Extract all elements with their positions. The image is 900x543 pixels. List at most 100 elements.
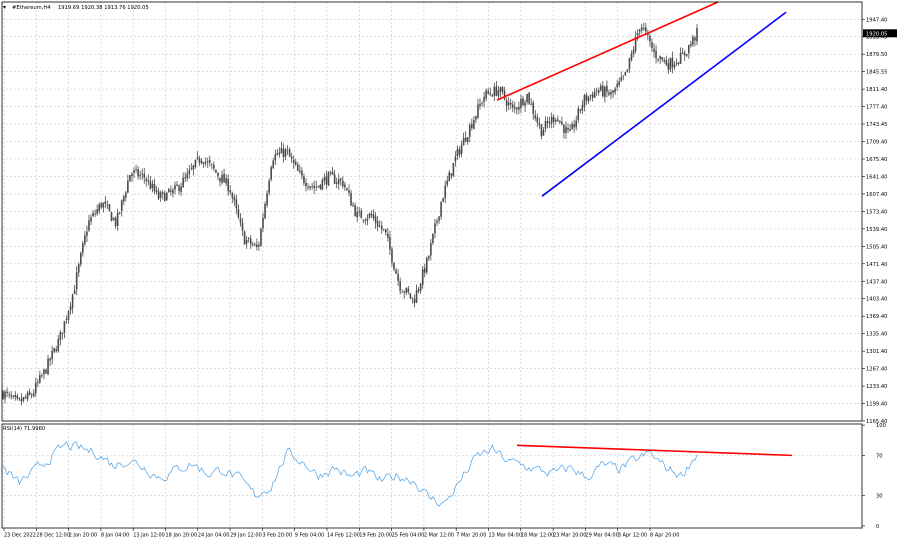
candle-body: [270, 167, 272, 180]
candle-body: [227, 179, 229, 192]
rsi-label: RSI(14) 71.9960: [3, 426, 45, 432]
candle-body: [360, 210, 363, 219]
candle-body: [688, 45, 690, 54]
candle-body: [421, 269, 424, 285]
candle-body: [303, 176, 305, 184]
candle-body: [69, 306, 72, 311]
time-tick-label: 7 Mar 20:00: [456, 533, 486, 539]
candle-body: [24, 397, 27, 398]
candle-body: [559, 120, 561, 123]
candle-body: [278, 152, 281, 155]
candle-body: [692, 36, 694, 45]
rsi-series: [2, 440, 698, 507]
candle-body: [141, 173, 144, 175]
candle-body: [649, 35, 651, 42]
candle-body: [153, 183, 156, 192]
candle-body: [458, 149, 461, 155]
candle-body: [350, 192, 352, 206]
candle-body: [587, 96, 590, 102]
candle-body: [597, 90, 600, 93]
candle-body: [90, 217, 92, 222]
candle-body: [39, 375, 41, 383]
candle-body: [174, 185, 176, 190]
candle-body: [577, 108, 580, 121]
candle-body: [151, 183, 154, 188]
candle-body: [440, 202, 442, 217]
candle-body: [581, 105, 584, 111]
candle-body: [143, 173, 146, 178]
price-tick-label: 1437.40: [866, 279, 887, 285]
dropdown-arrow-icon[interactable]: ▾: [3, 4, 6, 11]
candle-body: [642, 28, 645, 29]
candle-body: [671, 57, 674, 68]
candle-body: [333, 174, 336, 184]
candle-body: [428, 255, 430, 259]
candle-body: [657, 59, 659, 61]
candle-body: [8, 393, 10, 395]
candle-body: [434, 223, 436, 234]
candle-body: [51, 351, 53, 360]
candle-body: [176, 184, 178, 186]
candle-body: [110, 212, 113, 222]
candle-body: [520, 98, 522, 109]
candle-body: [542, 130, 545, 136]
price-tick-label: 1403.40: [866, 297, 887, 303]
candle-body: [610, 91, 612, 95]
time-tick-label: 25 Feb 04:00: [392, 533, 425, 539]
candle-body: [540, 124, 543, 137]
candle-body: [464, 137, 467, 142]
candle-body: [229, 190, 232, 193]
candle-body: [477, 104, 479, 118]
candle-body: [391, 248, 393, 263]
candle-body: [163, 193, 166, 202]
price-tick-label: 1675.40: [866, 157, 887, 163]
candle-body: [659, 55, 661, 59]
candle-body: [57, 339, 60, 352]
candle-body: [112, 218, 115, 220]
candle-body: [380, 225, 383, 230]
candle-body: [208, 159, 211, 163]
candle-body: [139, 174, 141, 176]
candle-body: [323, 177, 326, 181]
candle-body: [675, 63, 678, 65]
candle-body: [96, 209, 98, 214]
candle-body: [405, 288, 408, 293]
candle-body: [589, 95, 592, 96]
candle-body: [92, 212, 94, 216]
candle-body: [219, 177, 221, 182]
candle-body: [34, 382, 37, 394]
rsi-tick-label: 30: [876, 494, 883, 500]
candle-body: [6, 391, 8, 394]
time-tick-label: 14 Feb 12:00: [327, 533, 360, 539]
candle-body: [454, 156, 457, 162]
candle-body: [415, 290, 418, 303]
time-tick-label: 3 Apr 12:00: [618, 533, 647, 539]
candle-body: [583, 95, 586, 107]
candle-body: [196, 157, 199, 159]
candle-body: [114, 217, 117, 226]
time-tick-label: 8 Apr 20:00: [650, 533, 679, 539]
candle-body: [77, 263, 80, 273]
candle-body: [100, 203, 103, 208]
candle-body: [356, 211, 358, 218]
time-tick-label: 23 Dec 2022: [4, 533, 36, 539]
candle-body: [511, 104, 514, 108]
candle-body: [526, 94, 528, 103]
candle-body: [632, 49, 635, 55]
candle-body: [94, 213, 96, 215]
candle-body: [683, 52, 686, 56]
candle-body: [679, 52, 682, 64]
candle-body: [235, 199, 238, 209]
candle-body: [372, 214, 375, 219]
candle-body: [106, 205, 109, 207]
candle-body: [655, 50, 657, 59]
candle-body: [223, 173, 225, 183]
candle-body: [188, 170, 191, 174]
candle-body: [294, 162, 297, 165]
candle-body: [309, 186, 311, 189]
candle-body: [239, 218, 242, 223]
candle-body: [407, 288, 410, 293]
candle-body: [368, 213, 371, 218]
time-tick-label: 13 Mar 04:00: [489, 533, 522, 539]
candle-body: [669, 58, 672, 70]
